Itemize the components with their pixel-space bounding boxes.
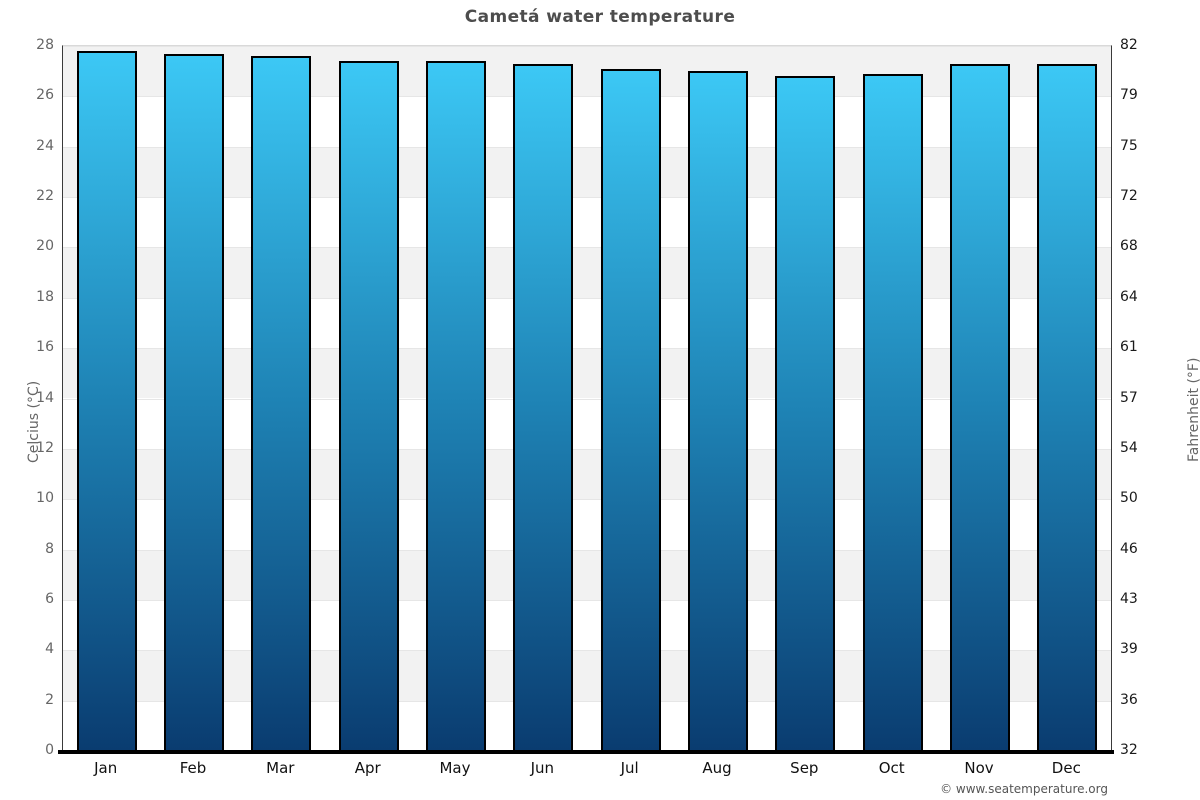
y-tick-label-fahrenheit: 57 bbox=[1120, 389, 1138, 406]
y-tick-label-fahrenheit: 36 bbox=[1120, 691, 1138, 708]
y-tick-label-fahrenheit: 54 bbox=[1120, 439, 1138, 456]
y-tick-label-celsius: 6 bbox=[45, 590, 54, 607]
plot-band bbox=[63, 146, 1111, 198]
plot-area bbox=[62, 45, 1112, 751]
plot-band bbox=[63, 197, 1111, 248]
bar-sep bbox=[775, 76, 836, 751]
x-tick-label-oct: Oct bbox=[878, 759, 905, 777]
y-tick-label-celsius: 10 bbox=[36, 490, 54, 507]
y-tick-label-celsius: 2 bbox=[45, 691, 54, 708]
y-tick-label-fahrenheit: 39 bbox=[1120, 641, 1138, 658]
y-tick-label-fahrenheit: 32 bbox=[1120, 742, 1138, 758]
y-tick-label-celsius: 0 bbox=[45, 742, 54, 758]
bar-may bbox=[426, 61, 486, 751]
y-tick-label-fahrenheit: 68 bbox=[1120, 238, 1138, 255]
y-tick-label-fahrenheit: 50 bbox=[1120, 490, 1138, 507]
plot-band bbox=[63, 348, 1111, 399]
x-tick-label-may: May bbox=[439, 759, 471, 777]
x-tick-label-mar: Mar bbox=[266, 759, 295, 777]
y-tick-label-fahrenheit: 72 bbox=[1120, 188, 1138, 205]
y-tick-label-fahrenheit: 46 bbox=[1120, 540, 1138, 557]
bar-nov bbox=[950, 63, 1010, 751]
y-tick-label-fahrenheit: 82 bbox=[1120, 37, 1138, 53]
x-tick-label-apr: Apr bbox=[354, 759, 381, 777]
plot-band bbox=[63, 96, 1111, 147]
plot-band bbox=[63, 599, 1111, 651]
y-tick-label-celsius: 4 bbox=[45, 641, 54, 658]
y-tick-label-celsius: 26 bbox=[36, 87, 54, 104]
x-tick-label-aug: Aug bbox=[702, 759, 732, 777]
plot-band bbox=[63, 650, 1111, 701]
bar-feb bbox=[164, 53, 224, 751]
bar-dec bbox=[1037, 63, 1098, 751]
x-tick-label-feb: Feb bbox=[179, 759, 207, 777]
plot-band bbox=[63, 46, 1111, 97]
y-tick-label-celsius: 22 bbox=[36, 188, 54, 205]
y-tick-label-celsius: 16 bbox=[36, 339, 54, 356]
y-tick-label-celsius: 14 bbox=[36, 389, 54, 406]
bar-oct bbox=[862, 73, 923, 751]
y-tick-label-fahrenheit: 61 bbox=[1120, 339, 1138, 356]
y-tick-label-celsius: 18 bbox=[36, 288, 54, 305]
bar-jul bbox=[600, 68, 661, 751]
y-tick-label-celsius: 8 bbox=[45, 540, 54, 557]
x-tick-label-dec: Dec bbox=[1051, 759, 1081, 777]
bar-jun bbox=[513, 63, 574, 751]
attribution-link[interactable]: © www.seatemperature.org bbox=[940, 782, 1108, 796]
plot-band bbox=[63, 398, 1111, 449]
chart-title: Cametá water temperature bbox=[464, 7, 736, 27]
y-tick-label-celsius: 12 bbox=[36, 439, 54, 456]
y-tick-label-celsius: 28 bbox=[36, 37, 54, 53]
plot-band bbox=[63, 247, 1111, 298]
right-axis-title: Fahrenheit (°F) bbox=[1186, 357, 1200, 462]
y-tick-label-fahrenheit: 43 bbox=[1120, 590, 1138, 607]
x-tick-label-jun: Jun bbox=[530, 759, 555, 777]
plot-band bbox=[63, 448, 1111, 500]
y-tick-label-fahrenheit: 64 bbox=[1120, 288, 1138, 305]
bar-apr bbox=[338, 61, 399, 751]
y-tick-label-fahrenheit: 75 bbox=[1120, 137, 1138, 154]
bar-mar bbox=[251, 56, 312, 751]
x-axis-line bbox=[58, 750, 1114, 754]
x-tick-label-nov: Nov bbox=[964, 759, 994, 777]
bar-aug bbox=[688, 71, 748, 751]
y-tick-label-celsius: 24 bbox=[36, 137, 54, 154]
x-tick-label-sep: Sep bbox=[790, 759, 819, 777]
plot-band bbox=[63, 297, 1111, 349]
x-tick-label-jan: Jan bbox=[94, 759, 118, 777]
plot-band bbox=[63, 700, 1111, 751]
x-tick-label-jul: Jul bbox=[620, 759, 639, 777]
plot-band bbox=[63, 499, 1111, 550]
bar-jan bbox=[76, 51, 137, 751]
plot-band bbox=[63, 549, 1111, 600]
y-tick-label-fahrenheit: 79 bbox=[1120, 87, 1138, 104]
y-tick-label-celsius: 20 bbox=[36, 238, 54, 255]
